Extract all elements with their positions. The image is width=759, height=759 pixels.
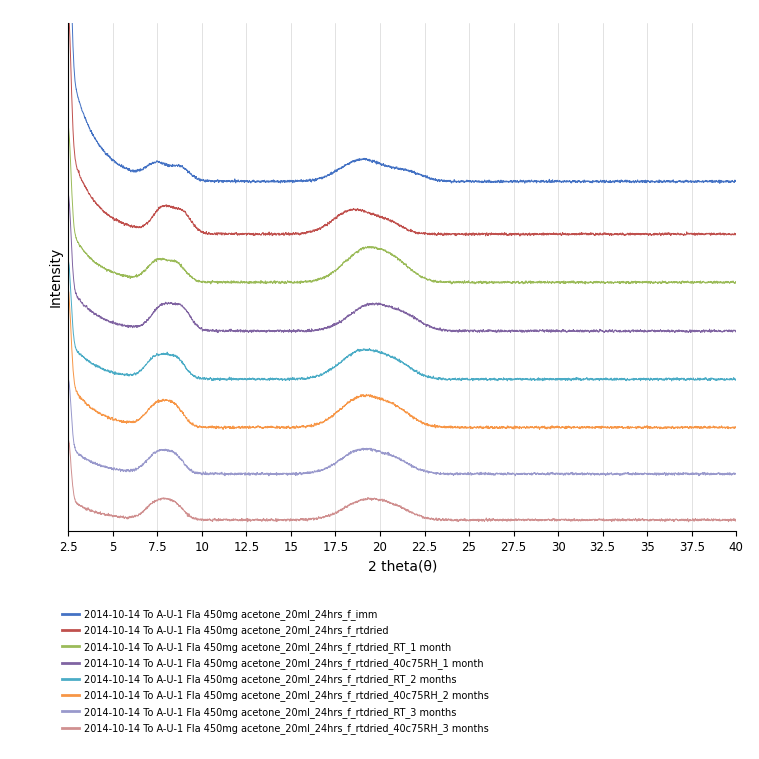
Y-axis label: Intensity: Intensity	[49, 247, 63, 307]
Legend: 2014-10-14 To A-U-1 Fla 450mg acetone_20ml_24hrs_f_imm, 2014-10-14 To A-U-1 Fla : 2014-10-14 To A-U-1 Fla 450mg acetone_20…	[60, 607, 491, 736]
X-axis label: 2 theta(θ): 2 theta(θ)	[367, 559, 437, 574]
